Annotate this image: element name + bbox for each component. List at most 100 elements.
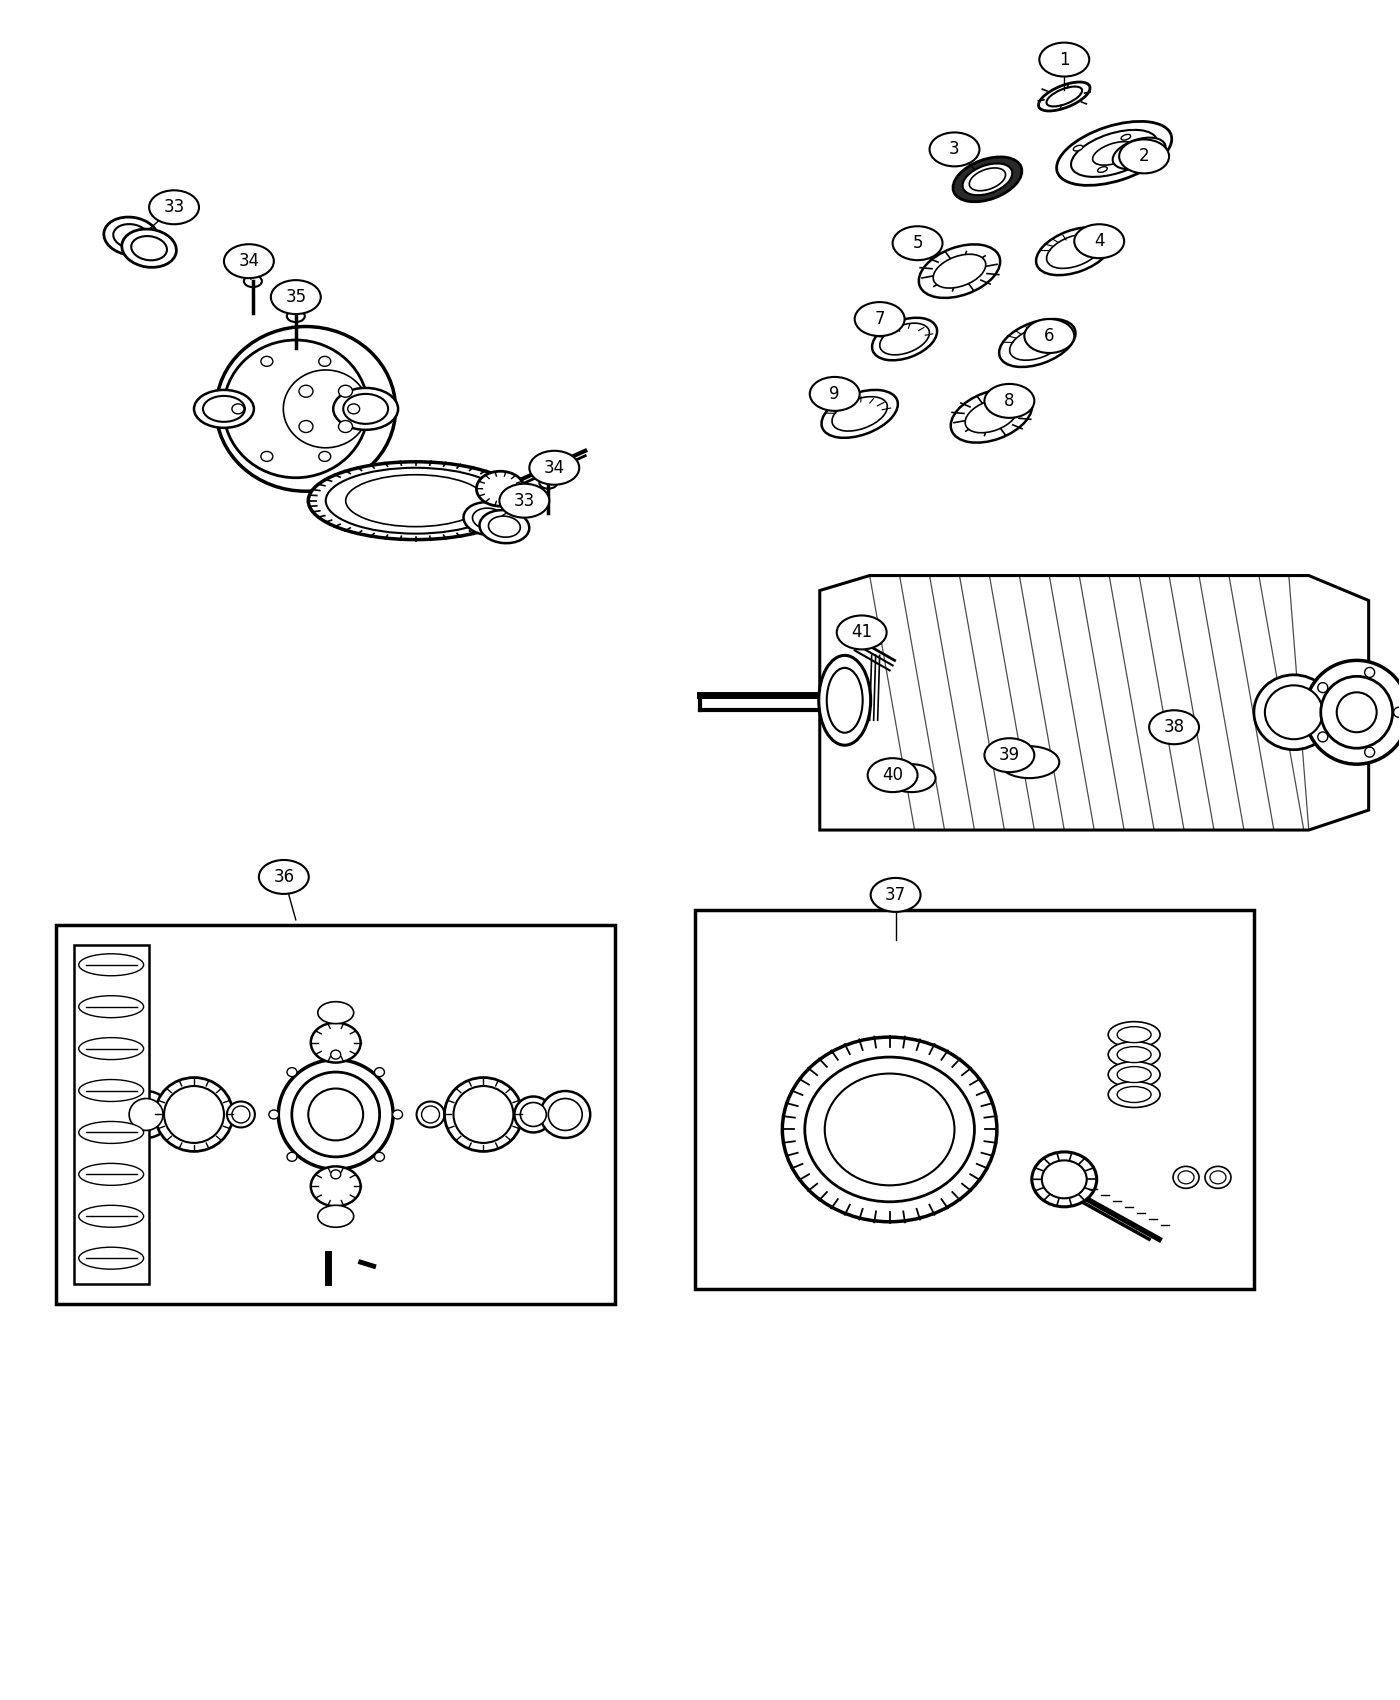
Ellipse shape [287, 1153, 297, 1161]
Text: 7: 7 [875, 309, 885, 328]
Ellipse shape [984, 738, 1035, 772]
Ellipse shape [319, 357, 330, 366]
Ellipse shape [963, 163, 1012, 196]
Text: 5: 5 [913, 235, 923, 252]
Ellipse shape [1121, 134, 1131, 139]
Ellipse shape [858, 627, 881, 643]
Ellipse shape [1117, 1047, 1151, 1062]
Ellipse shape [122, 1091, 171, 1137]
Ellipse shape [326, 468, 505, 534]
Ellipse shape [837, 615, 886, 649]
Ellipse shape [1098, 167, 1107, 172]
Ellipse shape [374, 1068, 385, 1076]
Ellipse shape [479, 510, 529, 544]
Ellipse shape [291, 1073, 379, 1158]
Text: 38: 38 [1163, 717, 1184, 736]
Ellipse shape [417, 1102, 445, 1127]
Ellipse shape [148, 190, 199, 224]
Ellipse shape [1047, 235, 1102, 269]
Ellipse shape [879, 323, 930, 355]
Ellipse shape [1210, 1171, 1226, 1183]
Ellipse shape [1042, 1161, 1086, 1198]
Ellipse shape [1032, 1153, 1096, 1207]
Ellipse shape [318, 1205, 354, 1227]
Ellipse shape [78, 1205, 144, 1227]
Ellipse shape [969, 168, 1005, 190]
Text: 2: 2 [1138, 148, 1149, 165]
Ellipse shape [1000, 746, 1060, 779]
Ellipse shape [1109, 1042, 1161, 1068]
Ellipse shape [500, 484, 549, 518]
Ellipse shape [374, 1153, 385, 1161]
Ellipse shape [308, 1088, 363, 1141]
Text: 6: 6 [1044, 326, 1054, 345]
Ellipse shape [343, 394, 388, 423]
Ellipse shape [953, 156, 1022, 202]
Ellipse shape [872, 318, 937, 360]
Ellipse shape [539, 476, 557, 488]
Ellipse shape [392, 1110, 403, 1119]
Text: 9: 9 [829, 384, 840, 403]
Ellipse shape [871, 877, 921, 911]
Text: 33: 33 [164, 199, 185, 216]
Ellipse shape [1074, 224, 1124, 258]
Ellipse shape [347, 405, 360, 413]
Ellipse shape [1092, 141, 1135, 165]
Ellipse shape [311, 1023, 361, 1062]
Ellipse shape [319, 452, 330, 461]
Ellipse shape [318, 1001, 354, 1023]
Ellipse shape [279, 1059, 393, 1170]
Ellipse shape [1046, 87, 1082, 107]
Ellipse shape [1117, 1027, 1151, 1042]
Ellipse shape [549, 1098, 582, 1130]
Ellipse shape [1177, 1171, 1194, 1183]
Ellipse shape [1074, 144, 1084, 151]
Circle shape [1365, 746, 1375, 756]
Ellipse shape [854, 303, 904, 337]
Circle shape [1320, 677, 1393, 748]
Ellipse shape [270, 280, 321, 314]
Ellipse shape [893, 226, 942, 260]
Ellipse shape [805, 1057, 974, 1202]
Ellipse shape [260, 452, 273, 461]
Ellipse shape [259, 860, 309, 894]
Ellipse shape [934, 255, 986, 287]
Bar [694, 910, 1254, 1289]
Text: 34: 34 [238, 252, 259, 270]
Circle shape [1393, 707, 1400, 717]
Text: 37: 37 [885, 886, 906, 904]
Ellipse shape [78, 1163, 144, 1185]
Ellipse shape [445, 1078, 522, 1151]
Ellipse shape [300, 420, 314, 432]
Text: 41: 41 [851, 624, 872, 641]
Ellipse shape [113, 224, 148, 248]
Circle shape [1365, 668, 1375, 677]
Ellipse shape [868, 758, 917, 792]
Ellipse shape [809, 377, 860, 411]
Ellipse shape [1264, 685, 1323, 740]
Ellipse shape [78, 1122, 144, 1144]
Ellipse shape [832, 396, 888, 432]
Ellipse shape [472, 508, 504, 529]
Ellipse shape [1036, 228, 1113, 275]
Ellipse shape [78, 1080, 144, 1102]
Ellipse shape [330, 1170, 340, 1178]
Ellipse shape [454, 1086, 514, 1142]
Ellipse shape [888, 765, 935, 792]
Ellipse shape [346, 474, 486, 527]
Ellipse shape [540, 1091, 591, 1137]
Ellipse shape [311, 1166, 361, 1207]
Bar [56, 925, 615, 1304]
Bar [74, 945, 148, 1284]
Ellipse shape [227, 1102, 255, 1127]
Ellipse shape [825, 1074, 955, 1185]
Ellipse shape [1173, 1166, 1198, 1188]
Ellipse shape [521, 1103, 546, 1127]
Text: 36: 36 [273, 869, 294, 886]
Ellipse shape [287, 1068, 297, 1076]
Ellipse shape [333, 388, 398, 430]
Ellipse shape [1113, 138, 1166, 168]
Text: 1: 1 [1058, 51, 1070, 68]
Text: 8: 8 [1004, 393, 1015, 410]
Ellipse shape [78, 1037, 144, 1059]
